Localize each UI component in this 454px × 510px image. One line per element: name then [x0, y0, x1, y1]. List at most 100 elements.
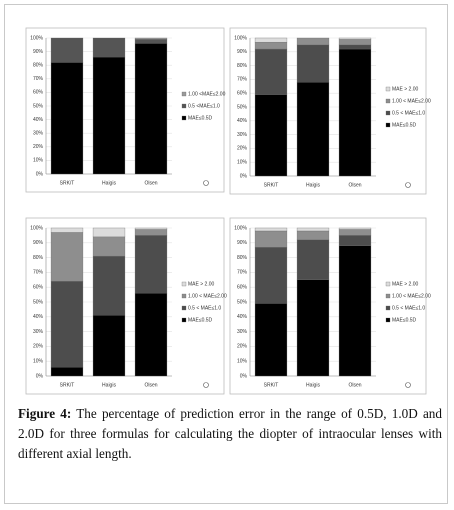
legend-swatch [181, 115, 187, 121]
y-tick-label: 30% [237, 329, 248, 335]
legend-label: MAE > 2.00 [392, 281, 418, 287]
bar-segment [134, 227, 168, 230]
y-tick-label: 30% [33, 329, 44, 335]
y-tick-label: 0% [36, 171, 44, 177]
legend-swatch [385, 122, 391, 128]
bar-segment [296, 37, 330, 46]
bar-segment [254, 37, 288, 43]
bar-segment [254, 247, 288, 304]
x-tick-label: Haigis [102, 382, 116, 388]
y-tick-label: 60% [237, 285, 248, 291]
bar-segment [338, 227, 372, 230]
bar-segment [296, 227, 330, 232]
legend-label: 1.00 < MAE≤2.00 [392, 98, 431, 104]
bar-segment [92, 255, 126, 316]
bar-segment [134, 235, 168, 294]
y-tick-label: 30% [33, 131, 44, 137]
bar-segment [338, 229, 372, 236]
bar-segment [296, 279, 330, 377]
legend-swatch [385, 317, 391, 323]
bar-segment [50, 62, 84, 175]
panel-icon [405, 182, 411, 188]
y-tick-label: 50% [237, 299, 248, 305]
bar-segment [92, 236, 126, 257]
x-tick-label: SRK/T [264, 382, 279, 388]
y-tick-label: 30% [237, 132, 248, 138]
y-tick-label: 50% [33, 299, 44, 305]
y-tick-label: 70% [237, 270, 248, 276]
x-tick-label: Olsen [144, 382, 157, 388]
bar-segment [296, 44, 330, 83]
y-tick-label: 70% [237, 77, 248, 83]
legend-label: 1.00 < MAE≤2.00 [188, 293, 227, 299]
bar-segment [296, 239, 330, 280]
x-tick-label: Olsen [348, 182, 361, 188]
bar-segment [254, 227, 288, 232]
legend-swatch [385, 86, 391, 92]
x-tick-label: Olsen [348, 382, 361, 388]
panel-icon [203, 382, 209, 388]
y-tick-label: 10% [33, 158, 44, 164]
figure-frame [4, 4, 448, 504]
y-tick-label: 20% [33, 344, 44, 350]
legend-swatch [181, 91, 187, 97]
bar-segment [134, 37, 168, 40]
bar-segment [296, 230, 330, 240]
y-tick-label: 90% [33, 240, 44, 246]
legend-swatch [181, 293, 187, 299]
y-tick-label: 100% [234, 35, 247, 41]
bar-segment [50, 366, 84, 377]
x-tick-label: SRK/T [264, 182, 279, 188]
bar-segment [254, 41, 288, 50]
legend-swatch [385, 293, 391, 299]
bar-segment [254, 94, 288, 177]
legend-swatch [181, 317, 187, 323]
bar-segment [134, 229, 168, 236]
legend-label: 0.5 < MAE≤1.0 [188, 305, 221, 311]
y-tick-label: 90% [237, 49, 248, 55]
y-tick-label: 90% [237, 240, 248, 246]
bar-segment [134, 43, 168, 175]
panel-icon [203, 180, 209, 186]
y-tick-label: 100% [30, 35, 43, 41]
x-tick-label: SRK/T [60, 180, 75, 186]
legend-swatch [181, 305, 187, 311]
bar-segment [254, 48, 288, 95]
legend-label: MAE≤0.5D [392, 317, 417, 323]
y-tick-label: 0% [240, 373, 248, 379]
y-tick-label: 40% [33, 314, 44, 320]
bar-segment [338, 48, 372, 177]
y-tick-label: 100% [234, 225, 247, 231]
legend-label: MAE≤0.5D [188, 317, 213, 323]
y-tick-label: 40% [33, 117, 44, 123]
bar-segment [50, 227, 84, 233]
y-tick-label: 80% [33, 255, 44, 261]
legend-label: MAE > 2.00 [188, 281, 214, 287]
caption-text: The percentage of prediction error in th… [18, 406, 442, 461]
legend-label: 0.5 <MAE≤1.0 [188, 103, 220, 109]
x-tick-label: Haigis [306, 182, 320, 188]
y-tick-label: 80% [237, 63, 248, 69]
legend-label: 0.5 < MAE≤1.0 [392, 110, 425, 116]
y-tick-label: 20% [33, 144, 44, 150]
y-tick-label: 10% [33, 359, 44, 365]
y-tick-label: 0% [36, 373, 44, 379]
y-tick-label: 100% [30, 225, 43, 231]
bar-segment [134, 292, 168, 377]
bar-segment [254, 303, 288, 377]
y-tick-label: 40% [237, 118, 248, 124]
bar-segment [254, 230, 288, 248]
y-tick-label: 0% [240, 173, 248, 179]
y-tick-label: 20% [237, 344, 248, 350]
y-tick-label: 70% [33, 270, 44, 276]
bar-segment [92, 56, 126, 175]
bar-segment [50, 37, 84, 63]
legend-swatch [385, 281, 391, 287]
legend-label: 1.00 <MAE≤2.00 [188, 91, 226, 97]
y-tick-label: 10% [237, 359, 248, 365]
caption: Figure 4: The percentage of prediction e… [18, 404, 442, 464]
bar-segment [134, 39, 168, 44]
bar-segment [338, 235, 372, 246]
legend-label: MAE≤0.5D [188, 115, 213, 121]
